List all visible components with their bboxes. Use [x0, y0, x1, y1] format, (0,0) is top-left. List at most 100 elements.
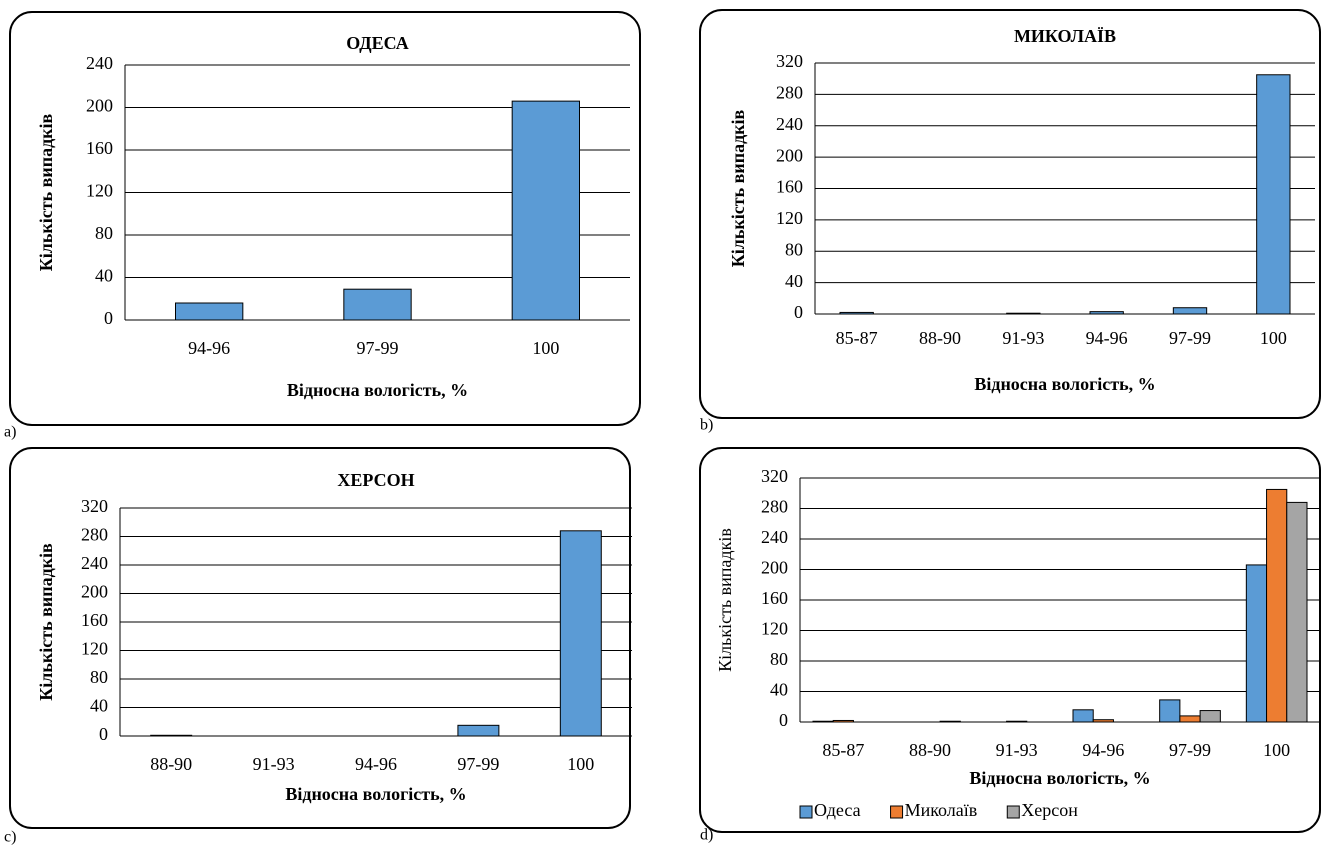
bar: [175, 302, 244, 321]
y-tick-label: 160: [776, 177, 803, 197]
x-tick-label: 100: [532, 338, 559, 358]
x-tick-label: 100: [567, 754, 594, 774]
bar: [939, 720, 961, 723]
legend-label: Миколаїв: [905, 800, 978, 820]
y-tick-label: 320: [761, 466, 788, 486]
y-tick-label: 120: [761, 619, 788, 639]
x-tick-label: 97-99: [1169, 328, 1211, 348]
y-tick-label: 160: [761, 588, 788, 608]
bar: [511, 100, 581, 321]
y-tick-label: 240: [761, 527, 788, 547]
bar: [1266, 488, 1288, 723]
x-tick-label: 85-87: [822, 740, 864, 760]
x-tick-label: 100: [1263, 740, 1290, 760]
x-tick-label: 91-93: [1002, 328, 1044, 348]
bar: [1092, 719, 1114, 723]
legend-swatch: [890, 805, 904, 819]
y-tick-label: 0: [794, 302, 803, 322]
y-tick-label: 160: [86, 138, 113, 158]
bar: [1256, 74, 1291, 315]
panel-label: c): [4, 829, 16, 845]
panel-frame: [9, 11, 641, 426]
panel-frame: [699, 447, 1321, 833]
y-tick-label: 80: [95, 223, 113, 243]
y-tick-label: 240: [776, 114, 803, 134]
chart-title: ХЕРСОН: [337, 470, 414, 490]
y-tick-label: 0: [779, 710, 788, 730]
y-tick-label: 0: [104, 308, 113, 328]
x-tick-label: 100: [1260, 328, 1287, 348]
legend-label: Херсон: [1021, 800, 1078, 820]
panel-frame: [699, 9, 1321, 419]
y-tick-label: 120: [81, 639, 108, 659]
bar: [457, 724, 500, 737]
y-tick-label: 120: [86, 181, 113, 201]
bar: [1089, 311, 1124, 315]
y-tick-label: 80: [785, 239, 803, 259]
x-axis-label: Відносна вологість, %: [969, 768, 1150, 788]
y-tick-label: 0: [99, 724, 108, 744]
y-tick-label: 200: [86, 96, 113, 116]
bar: [1072, 709, 1094, 723]
y-tick-label: 40: [770, 680, 788, 700]
x-axis-label: Відносна вологість, %: [287, 380, 468, 400]
bar: [1199, 710, 1221, 723]
panel-label: b): [700, 417, 713, 434]
x-tick-label: 85-87: [836, 328, 878, 348]
bar: [343, 288, 412, 321]
y-tick-label: 80: [90, 667, 108, 687]
x-tick-label: 88-90: [919, 328, 961, 348]
bar: [812, 720, 834, 723]
bar: [1179, 715, 1201, 723]
y-tick-label: 280: [81, 525, 108, 545]
y-tick-label: 200: [776, 145, 803, 165]
panel-label: d): [700, 827, 713, 844]
y-tick-label: 320: [81, 496, 108, 516]
y-tick-label: 320: [776, 51, 803, 71]
x-tick-label: 94-96: [1086, 328, 1128, 348]
x-tick-label: 91-93: [996, 740, 1038, 760]
x-tick-label: 97-99: [357, 338, 399, 358]
y-axis-label: Кількість випадків: [36, 113, 56, 271]
y-axis-label: Кількість випадків: [36, 543, 56, 701]
y-tick-label: 120: [776, 208, 803, 228]
y-axis-label: Кількість випадків: [728, 109, 748, 267]
bar: [1159, 699, 1181, 723]
x-axis-label: Відносна вологість, %: [285, 784, 466, 804]
x-tick-label: 88-90: [909, 740, 951, 760]
bar: [832, 719, 854, 723]
x-tick-label: 88-90: [150, 754, 192, 774]
bar: [559, 530, 602, 737]
bar: [839, 311, 874, 315]
bar: [1286, 501, 1308, 723]
bar: [1245, 564, 1268, 723]
legend-label: Одеса: [814, 800, 861, 820]
bar: [1172, 307, 1208, 315]
y-tick-label: 200: [761, 558, 788, 578]
y-tick-label: 160: [81, 610, 108, 630]
y-tick-label: 280: [776, 83, 803, 103]
y-tick-label: 240: [81, 553, 108, 573]
y-tick-label: 280: [761, 497, 788, 517]
x-tick-label: 94-96: [355, 754, 397, 774]
y-tick-label: 40: [785, 271, 803, 291]
bar: [150, 734, 193, 737]
x-tick-label: 97-99: [457, 754, 499, 774]
y-tick-label: 240: [86, 53, 113, 73]
y-tick-label: 80: [770, 649, 788, 669]
y-tick-label: 40: [90, 696, 108, 716]
legend-swatch: [799, 805, 813, 819]
panel-frame: [9, 447, 631, 829]
x-tick-label: 97-99: [1169, 740, 1211, 760]
chart-title: ОДЕСА: [346, 33, 409, 53]
x-tick-label: 91-93: [253, 754, 295, 774]
legend-swatch: [1006, 805, 1020, 819]
y-tick-label: 200: [81, 582, 108, 602]
chart-title: МИКОЛАЇВ: [1014, 26, 1116, 46]
x-axis-label: Відносна вологість, %: [974, 374, 1155, 394]
panel-label: a): [4, 424, 16, 441]
y-tick-label: 40: [95, 266, 113, 286]
y-axis-label: Кількість випадків: [715, 528, 735, 672]
bar: [1006, 312, 1041, 315]
